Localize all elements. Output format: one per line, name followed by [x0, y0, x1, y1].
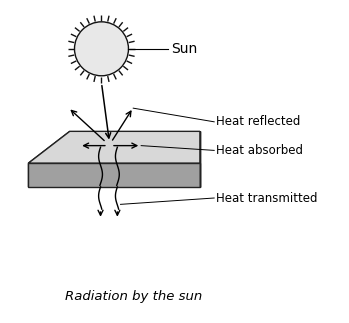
Text: Radiation by the sun: Radiation by the sun [65, 290, 202, 303]
Polygon shape [29, 131, 200, 163]
Circle shape [74, 22, 128, 76]
Polygon shape [29, 131, 70, 187]
Text: Heat absorbed: Heat absorbed [216, 144, 303, 157]
Polygon shape [29, 163, 200, 187]
Text: Sun: Sun [171, 42, 198, 56]
Text: Heat reflected: Heat reflected [216, 115, 300, 128]
Text: Heat transmitted: Heat transmitted [216, 192, 317, 204]
